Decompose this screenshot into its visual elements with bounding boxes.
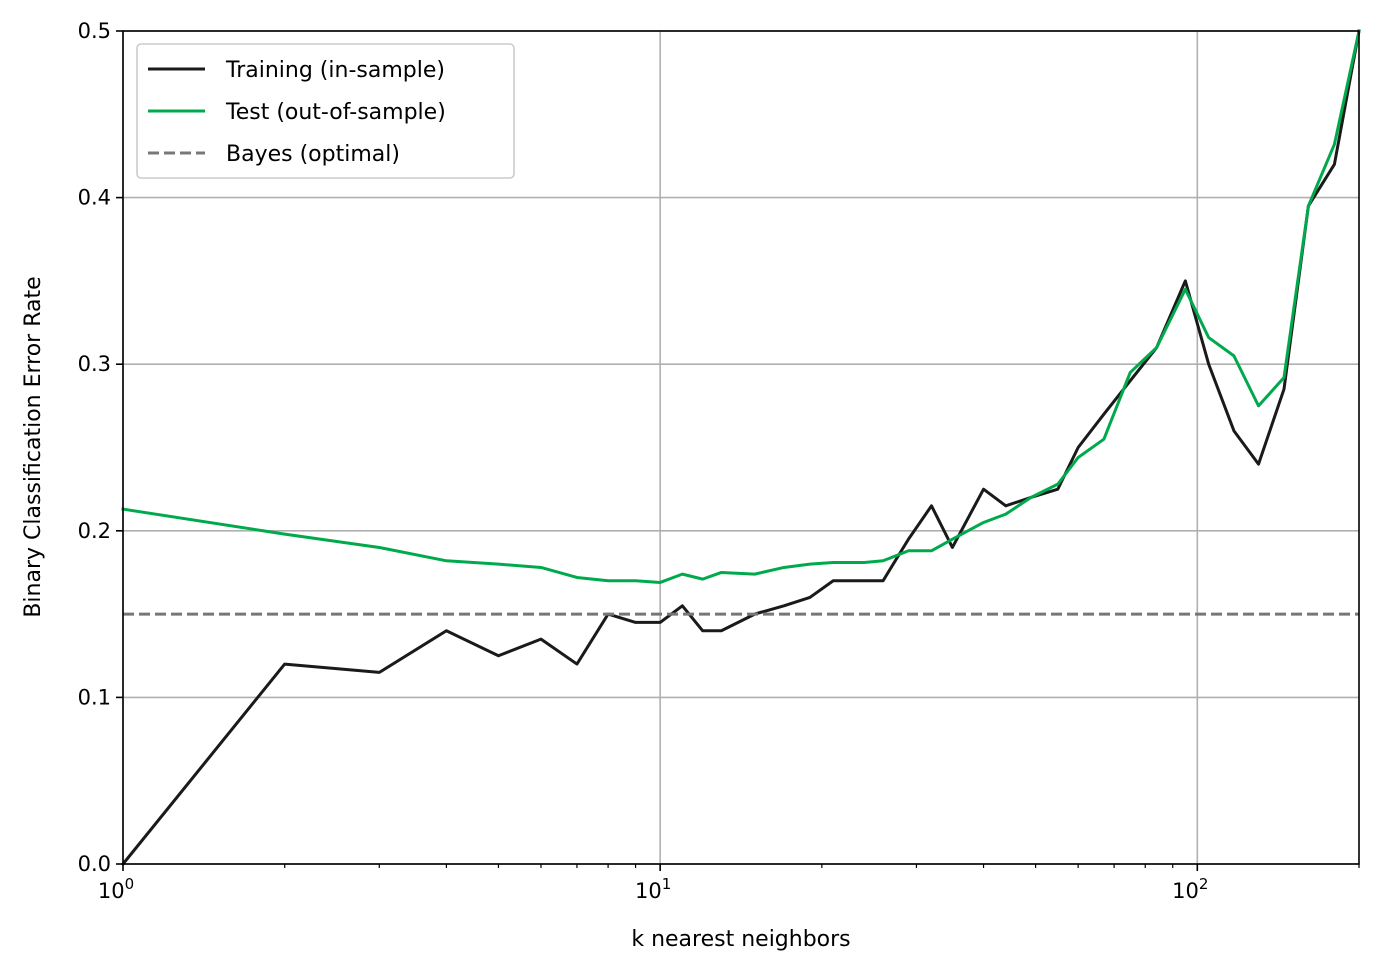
x-tick-label: 102: [1172, 875, 1208, 903]
plot-frame: [122, 30, 1360, 865]
y-tick-label: 0.5: [78, 19, 111, 43]
legend-label: Test (out-of-sample): [225, 100, 446, 125]
legend-box: [136, 43, 515, 179]
series-line-1: [121, 29, 1361, 584]
x-tick-label: 100: [98, 875, 134, 903]
legend: Training (in-sample) Test (out-of-sample)…: [136, 43, 515, 179]
x-axis-label: k nearest neighbors: [631, 927, 850, 952]
x-tick-label: 101: [635, 875, 671, 903]
y-tick-label: 0.3: [78, 352, 111, 376]
y-tick-label: 0.1: [78, 685, 111, 709]
y-tick-label: 0.2: [78, 519, 111, 543]
series-layer: [120, 29, 1361, 867]
y-tick-label: 0.4: [78, 186, 111, 210]
series-line-0: [120, 29, 1361, 867]
legend-label: Training (in-sample): [225, 58, 445, 83]
tick-labels: 0.0 0.1 0.2 0.3 0.4 0.5 100 101 102: [78, 19, 1209, 903]
legend-label: Bayes (optimal): [226, 142, 400, 167]
y-axis-label: Binary Classification Error Rate: [21, 276, 46, 617]
y-tick-label: 0.0: [78, 852, 111, 876]
tick-marks: [116, 30, 1360, 871]
